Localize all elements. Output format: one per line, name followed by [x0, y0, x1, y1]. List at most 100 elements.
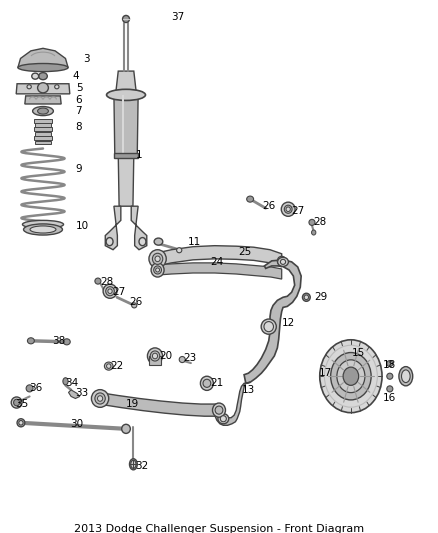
Polygon shape [244, 260, 301, 383]
Ellipse shape [212, 403, 226, 417]
Text: 20: 20 [159, 351, 173, 361]
Ellipse shape [220, 416, 226, 422]
Text: 3: 3 [83, 54, 89, 64]
Ellipse shape [264, 321, 273, 332]
Polygon shape [16, 84, 70, 94]
Text: 24: 24 [210, 257, 224, 267]
Polygon shape [158, 246, 282, 267]
Ellipse shape [22, 220, 64, 229]
Ellipse shape [148, 348, 162, 364]
Ellipse shape [280, 260, 286, 264]
Ellipse shape [139, 238, 146, 246]
Ellipse shape [399, 367, 413, 386]
Text: 17: 17 [318, 368, 332, 378]
Polygon shape [131, 206, 147, 250]
Polygon shape [215, 382, 250, 425]
Text: 36: 36 [30, 383, 43, 393]
Polygon shape [114, 95, 138, 155]
Text: 1: 1 [136, 150, 143, 159]
Ellipse shape [337, 360, 365, 393]
Ellipse shape [32, 107, 53, 116]
Ellipse shape [331, 352, 371, 400]
Text: 13: 13 [241, 385, 255, 395]
Text: 5: 5 [76, 83, 83, 93]
Ellipse shape [98, 395, 102, 401]
Polygon shape [122, 95, 124, 155]
Ellipse shape [27, 85, 32, 89]
Polygon shape [99, 392, 221, 416]
Polygon shape [35, 141, 51, 144]
Ellipse shape [320, 340, 382, 413]
Ellipse shape [95, 393, 105, 404]
Ellipse shape [152, 253, 163, 264]
Ellipse shape [11, 397, 22, 408]
Text: 12: 12 [282, 318, 295, 328]
Text: 9: 9 [75, 164, 82, 174]
Text: 23: 23 [184, 353, 197, 363]
Ellipse shape [154, 238, 163, 245]
Text: 27: 27 [112, 287, 125, 297]
Ellipse shape [387, 360, 393, 367]
Text: 2013 Dodge Challenger Suspension - Front Diagram: 2013 Dodge Challenger Suspension - Front… [74, 524, 364, 533]
Ellipse shape [17, 419, 25, 427]
Ellipse shape [149, 250, 166, 268]
Text: 26: 26 [262, 201, 276, 211]
Ellipse shape [155, 256, 160, 262]
Text: 18: 18 [382, 360, 396, 369]
Ellipse shape [38, 108, 49, 114]
Text: 16: 16 [382, 393, 396, 403]
Ellipse shape [103, 284, 117, 298]
Ellipse shape [278, 257, 288, 266]
Ellipse shape [387, 373, 393, 379]
Ellipse shape [154, 266, 162, 274]
Text: 27: 27 [292, 206, 305, 216]
Text: 6: 6 [75, 95, 82, 105]
Ellipse shape [215, 406, 223, 414]
Text: 7: 7 [75, 106, 82, 116]
Ellipse shape [18, 63, 68, 71]
Ellipse shape [106, 364, 111, 368]
Ellipse shape [402, 370, 410, 383]
Ellipse shape [19, 421, 23, 425]
Text: 4: 4 [72, 71, 78, 80]
Polygon shape [149, 356, 161, 365]
Ellipse shape [24, 224, 63, 235]
Ellipse shape [277, 256, 286, 265]
Text: 28: 28 [313, 217, 326, 228]
Ellipse shape [64, 339, 70, 345]
Text: 21: 21 [210, 378, 224, 389]
Ellipse shape [32, 73, 39, 79]
Text: 10: 10 [75, 221, 88, 231]
Ellipse shape [203, 379, 211, 387]
Bar [114, 152, 138, 158]
Polygon shape [68, 390, 80, 399]
Polygon shape [158, 263, 282, 279]
Text: 35: 35 [15, 399, 28, 409]
Ellipse shape [247, 196, 254, 202]
Ellipse shape [122, 424, 131, 433]
Ellipse shape [26, 385, 33, 392]
Text: 29: 29 [314, 292, 327, 302]
Ellipse shape [332, 366, 345, 378]
Ellipse shape [14, 399, 20, 406]
Ellipse shape [179, 357, 185, 362]
Ellipse shape [108, 289, 112, 294]
Ellipse shape [55, 85, 59, 89]
Ellipse shape [132, 303, 137, 308]
Text: 25: 25 [238, 247, 252, 257]
Ellipse shape [39, 72, 47, 80]
Ellipse shape [104, 362, 113, 370]
Ellipse shape [155, 268, 159, 272]
Ellipse shape [152, 353, 158, 359]
Ellipse shape [218, 414, 229, 424]
Polygon shape [34, 136, 52, 140]
Text: 15: 15 [352, 348, 365, 358]
Ellipse shape [281, 202, 295, 216]
Polygon shape [35, 132, 51, 136]
Ellipse shape [106, 238, 113, 246]
Ellipse shape [284, 205, 292, 213]
Polygon shape [118, 155, 134, 206]
Ellipse shape [95, 278, 101, 284]
Ellipse shape [123, 15, 130, 22]
Text: 28: 28 [100, 277, 113, 287]
